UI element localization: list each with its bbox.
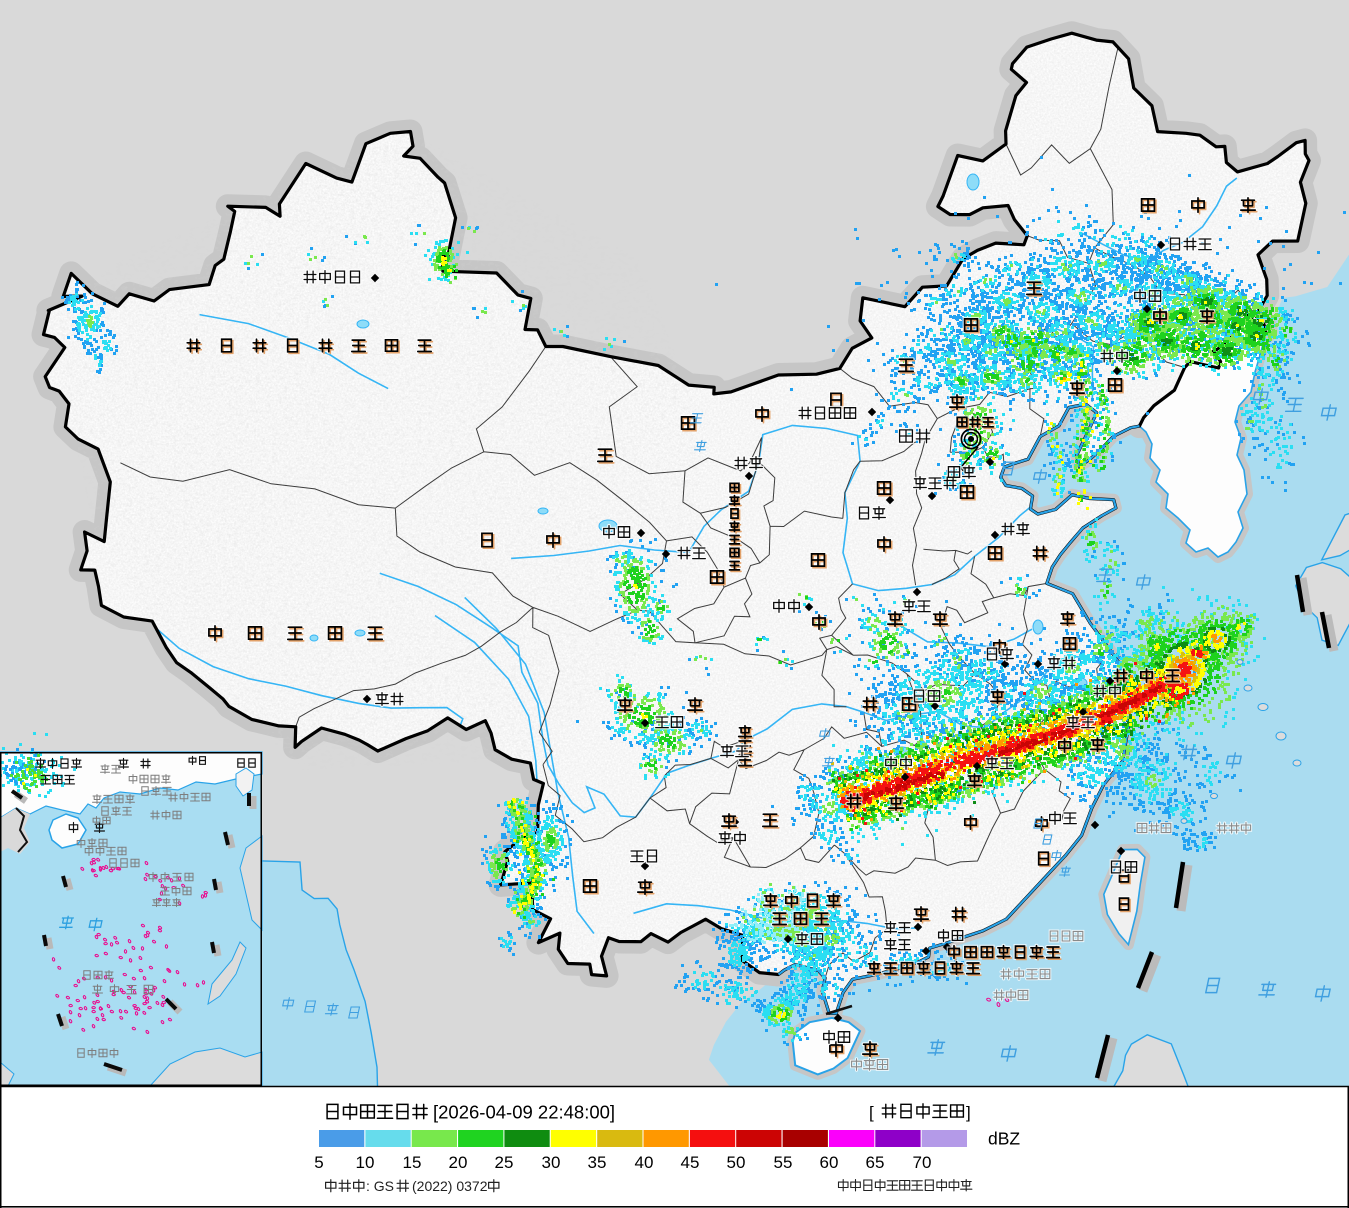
svg-text:35: 35 (588, 1153, 607, 1172)
svg-text:50: 50 (727, 1153, 746, 1172)
svg-text:[: [ (869, 1103, 874, 1122)
svg-text:45: 45 (681, 1153, 700, 1172)
svg-text:10: 10 (356, 1153, 375, 1172)
svg-text:40: 40 (635, 1153, 654, 1172)
svg-text:25: 25 (495, 1153, 514, 1172)
svg-text:30: 30 (542, 1153, 561, 1172)
svg-text:dBZ: dBZ (988, 1129, 1020, 1149)
svg-text:5: 5 (314, 1153, 323, 1172)
svg-text:20: 20 (449, 1153, 468, 1172)
svg-text:70: 70 (913, 1153, 932, 1172)
svg-text:]: ] (966, 1103, 971, 1122)
svg-text:15: 15 (403, 1153, 422, 1172)
svg-text:[2026-04-09 22:48:00]: [2026-04-09 22:48:00] (433, 1102, 615, 1123)
svg-text:55: 55 (774, 1153, 793, 1172)
svg-text:60: 60 (820, 1153, 839, 1172)
svg-text:(2022) 0372: (2022) 0372 (412, 1178, 488, 1194)
svg-text:65: 65 (866, 1153, 885, 1172)
svg-text:: GS: : GS (366, 1178, 394, 1194)
